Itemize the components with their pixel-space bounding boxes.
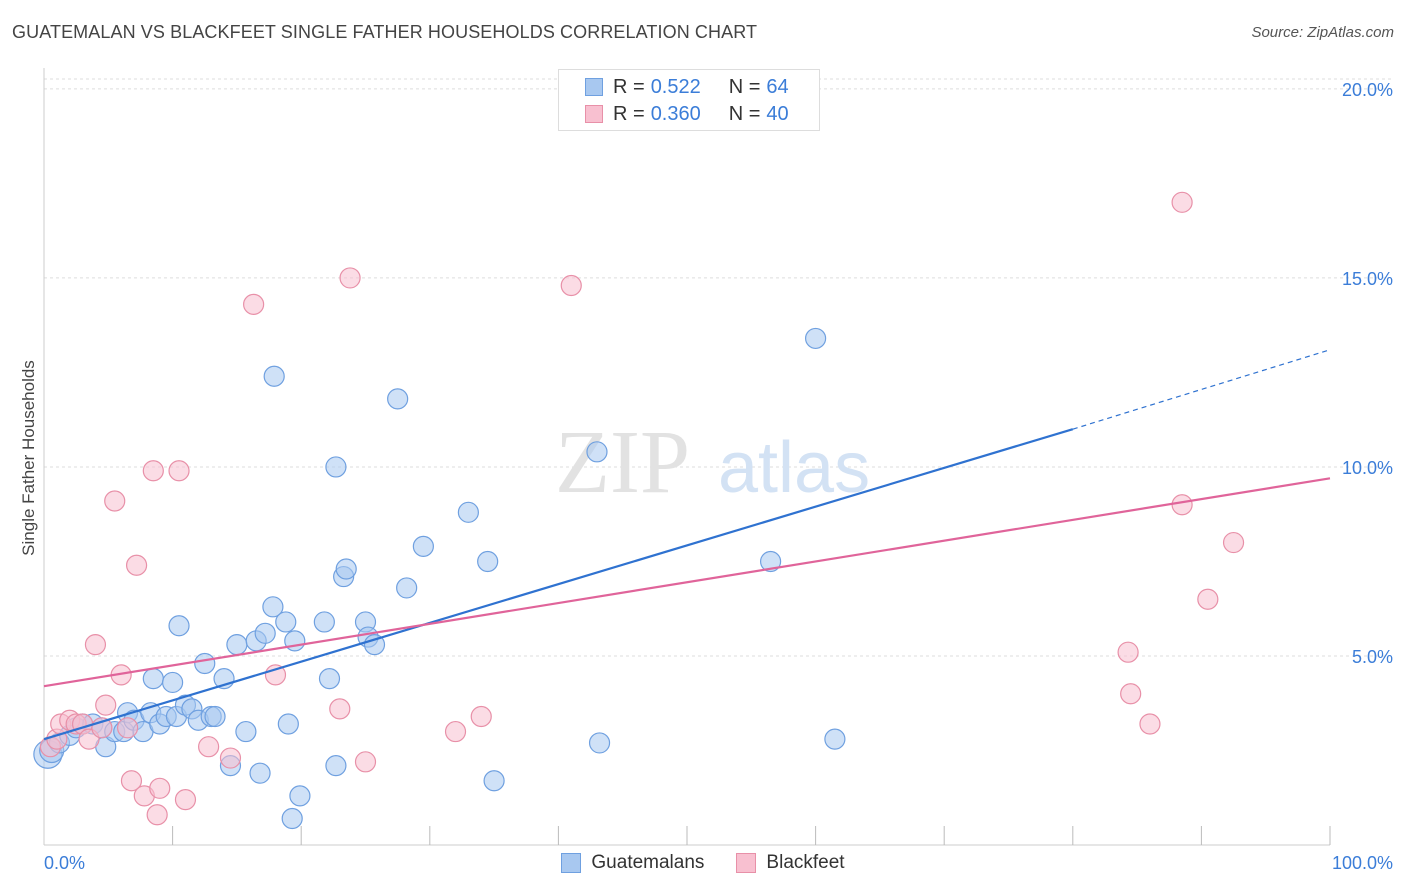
data-point-blackfeet: [125, 554, 148, 576]
data-point-guatemalans: [325, 456, 347, 478]
data-point-blackfeet: [120, 770, 143, 792]
data-point-guatemalans: [162, 671, 184, 694]
data-point-blackfeet: [470, 705, 492, 728]
data-point-blackfeet: [219, 747, 242, 769]
data-point-guatemalans: [477, 550, 499, 573]
data-point-blackfeet: [1139, 713, 1161, 735]
data-point-guatemalans: [335, 558, 357, 580]
legend-item-blackfeet[interactable]: Blackfeet: [736, 852, 845, 874]
x-tick-label-max: 100.0%: [1332, 853, 1393, 873]
data-point-guatemalans: [396, 577, 418, 599]
legend-r-label: R =: [613, 102, 645, 125]
data-point-blackfeet: [116, 717, 139, 739]
data-point-guatemalans: [804, 327, 827, 350]
legend-n-value: 64: [766, 75, 789, 98]
data-point-guatemalans: [588, 732, 611, 754]
data-point-blackfeet: [168, 460, 190, 482]
data-point-blackfeet: [95, 694, 117, 716]
legend-r-value: 0.360: [650, 102, 701, 125]
data-point-blackfeet: [1117, 641, 1139, 663]
data-point-blackfeet: [142, 460, 164, 482]
y-tick-label: 10.0%: [1342, 458, 1393, 478]
data-point-blackfeet: [444, 720, 467, 743]
data-point-blackfeet: [1197, 588, 1219, 610]
data-point-blackfeet: [174, 789, 197, 811]
legend-r-value: 0.522: [650, 75, 701, 98]
legend-swatch-blackfeet: [736, 853, 757, 873]
legend-label-blackfeet: Blackfeet: [766, 852, 845, 873]
data-point-guatemalans: [194, 652, 216, 675]
legend-n-value: 40: [766, 102, 789, 125]
data-point-guatemalans: [325, 755, 347, 777]
data-point-blackfeet: [198, 736, 220, 758]
data-point-blackfeet: [1171, 494, 1193, 516]
data-point-blackfeet: [1120, 683, 1142, 705]
data-point-guatemalans: [204, 705, 226, 728]
watermark-atlas: atlas: [718, 428, 870, 508]
data-point-blackfeet: [149, 777, 171, 799]
data-point-blackfeet: [354, 751, 377, 773]
data-point-blackfeet: [560, 274, 582, 297]
trend-line-guatemalans: [43, 428, 1074, 741]
data-point-guatemalans: [313, 611, 335, 633]
data-point-guatemalans: [254, 622, 276, 644]
data-point-guatemalans: [263, 365, 285, 387]
legend-swatch-guatemalans: [585, 78, 603, 96]
correlation-legend: R = 0.522 N = 64 R = 0.360 N = 40: [558, 69, 820, 131]
legend-r-label: R =: [613, 75, 645, 98]
watermark-zip: ZIP: [555, 413, 690, 512]
tick-labels: 5.0% 10.0% 15.0% 20.0% 0.0% 100.0%: [44, 80, 1393, 873]
legend-label-guatemalans: Guatemalans: [591, 852, 705, 873]
data-point-guatemalans: [412, 535, 434, 557]
data-point-guatemalans: [168, 615, 190, 637]
y-tick-label: 15.0%: [1342, 269, 1393, 289]
data-point-guatemalans: [275, 611, 297, 633]
data-point-guatemalans: [483, 770, 505, 792]
legend-swatch-blackfeet: [585, 105, 603, 123]
data-point-guatemalans: [759, 550, 782, 573]
legend-item-guatemalans[interactable]: Guatemalans: [561, 852, 704, 874]
x-tick-label-min: 0.0%: [44, 853, 85, 873]
legend-swatch-guatemalans: [561, 853, 582, 873]
data-point-guatemalans: [142, 668, 164, 690]
trend-line-extension-guatemalans: [1072, 349, 1331, 430]
data-point-blackfeet: [243, 293, 265, 315]
data-point-guatemalans: [235, 720, 257, 743]
data-point-blackfeet: [146, 804, 168, 826]
legend-row-blackfeet: R = 0.360 N = 40: [585, 103, 789, 125]
axes: [43, 68, 1331, 846]
data-point-guatemalans: [249, 762, 271, 784]
y-axis-label: Single Father Households: [19, 360, 38, 556]
data-point-guatemalans: [824, 728, 846, 750]
legend-n-label: N =: [728, 102, 761, 125]
data-point-blackfeet: [84, 634, 107, 656]
trend-line-blackfeet: [43, 477, 1331, 688]
data-point-blackfeet: [104, 490, 126, 512]
data-points: [33, 191, 1245, 830]
grid-lines: [44, 78, 1393, 657]
data-point-blackfeet: [1171, 191, 1193, 213]
legend-n-label: N =: [728, 75, 761, 98]
data-point-guatemalans: [363, 634, 386, 656]
data-point-guatemalans: [277, 713, 299, 735]
data-point-guatemalans: [586, 441, 608, 463]
chart-title: GUATEMALAN VS BLACKFEET SINGLE FATHER HO…: [12, 22, 758, 42]
data-point-guatemalans: [457, 501, 479, 523]
data-point-guatemalans: [262, 596, 284, 618]
data-point-guatemalans: [281, 807, 303, 830]
data-point-blackfeet: [329, 698, 351, 720]
y-tick-label: 20.0%: [1342, 80, 1393, 100]
data-point-guatemalans: [289, 785, 311, 807]
legend-row-guatemalans: R = 0.522 N = 64: [585, 76, 789, 98]
data-point-guatemalans: [318, 668, 341, 690]
series-legend: Guatemalans Blackfeet: [0, 852, 1406, 874]
y-tick-label: 5.0%: [1352, 647, 1393, 667]
data-point-guatemalans: [226, 634, 248, 656]
source-label: Source: ZipAtlas.com: [1251, 24, 1394, 41]
data-point-blackfeet: [1222, 531, 1245, 554]
data-point-guatemalans: [387, 388, 409, 410]
data-point-blackfeet: [339, 267, 361, 289]
trend-lines: [43, 349, 1331, 741]
